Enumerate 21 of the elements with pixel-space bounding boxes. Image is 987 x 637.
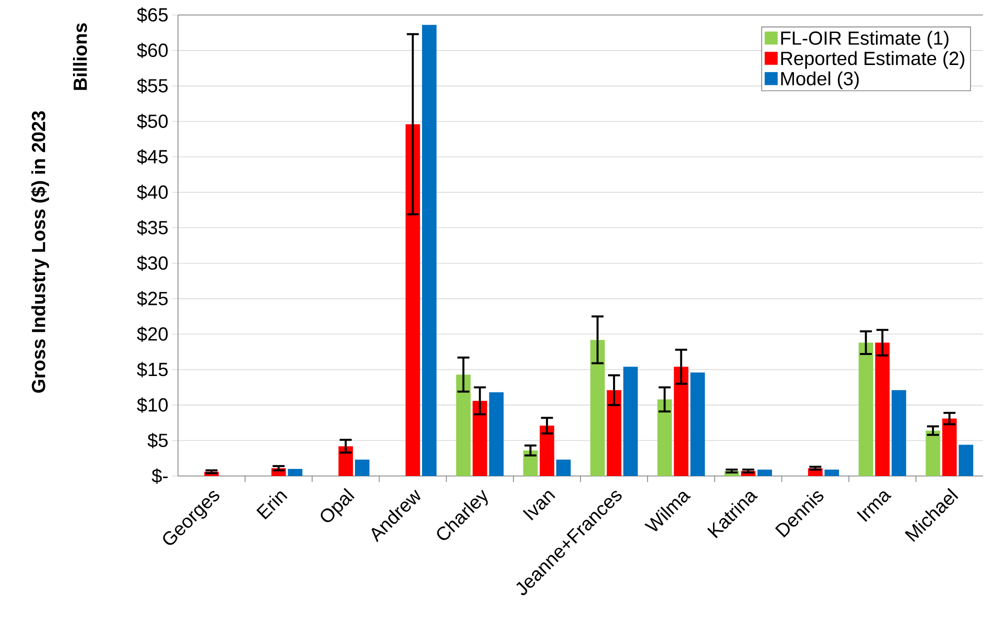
y-axis-title: Gross Industry Loss ($) in 2023 [30, 111, 50, 393]
y-tick-label: $20 [136, 326, 168, 342]
y-tick-label: $- [152, 468, 168, 484]
y-tick-label: $15 [136, 362, 168, 378]
text: Billions [73, 23, 87, 90]
y-tick-label: $65 [136, 7, 168, 23]
legend-label: Model (3) [781, 71, 859, 90]
legend-label: Reported Estimate (2) [781, 51, 964, 69]
y-tick-label: $60 [136, 42, 168, 58]
y-tick-label: $25 [136, 291, 168, 306]
y-tick-label: $10 [136, 397, 168, 413]
y-tick-label: $45 [136, 149, 168, 165]
x-tick-label: Irma [856, 491, 892, 522]
y-tick-label: $30 [136, 256, 168, 271]
x-tick-label: Erin [256, 492, 288, 520]
y-tick-label: $50 [136, 114, 168, 130]
y-tick-label: $5 [148, 432, 168, 448]
y-tick-label: $40 [136, 184, 168, 200]
y-tick-label: $35 [136, 220, 168, 236]
legend-label: FL-OIR Estimate (1) [781, 30, 948, 49]
y-tick-label: $55 [136, 78, 168, 94]
